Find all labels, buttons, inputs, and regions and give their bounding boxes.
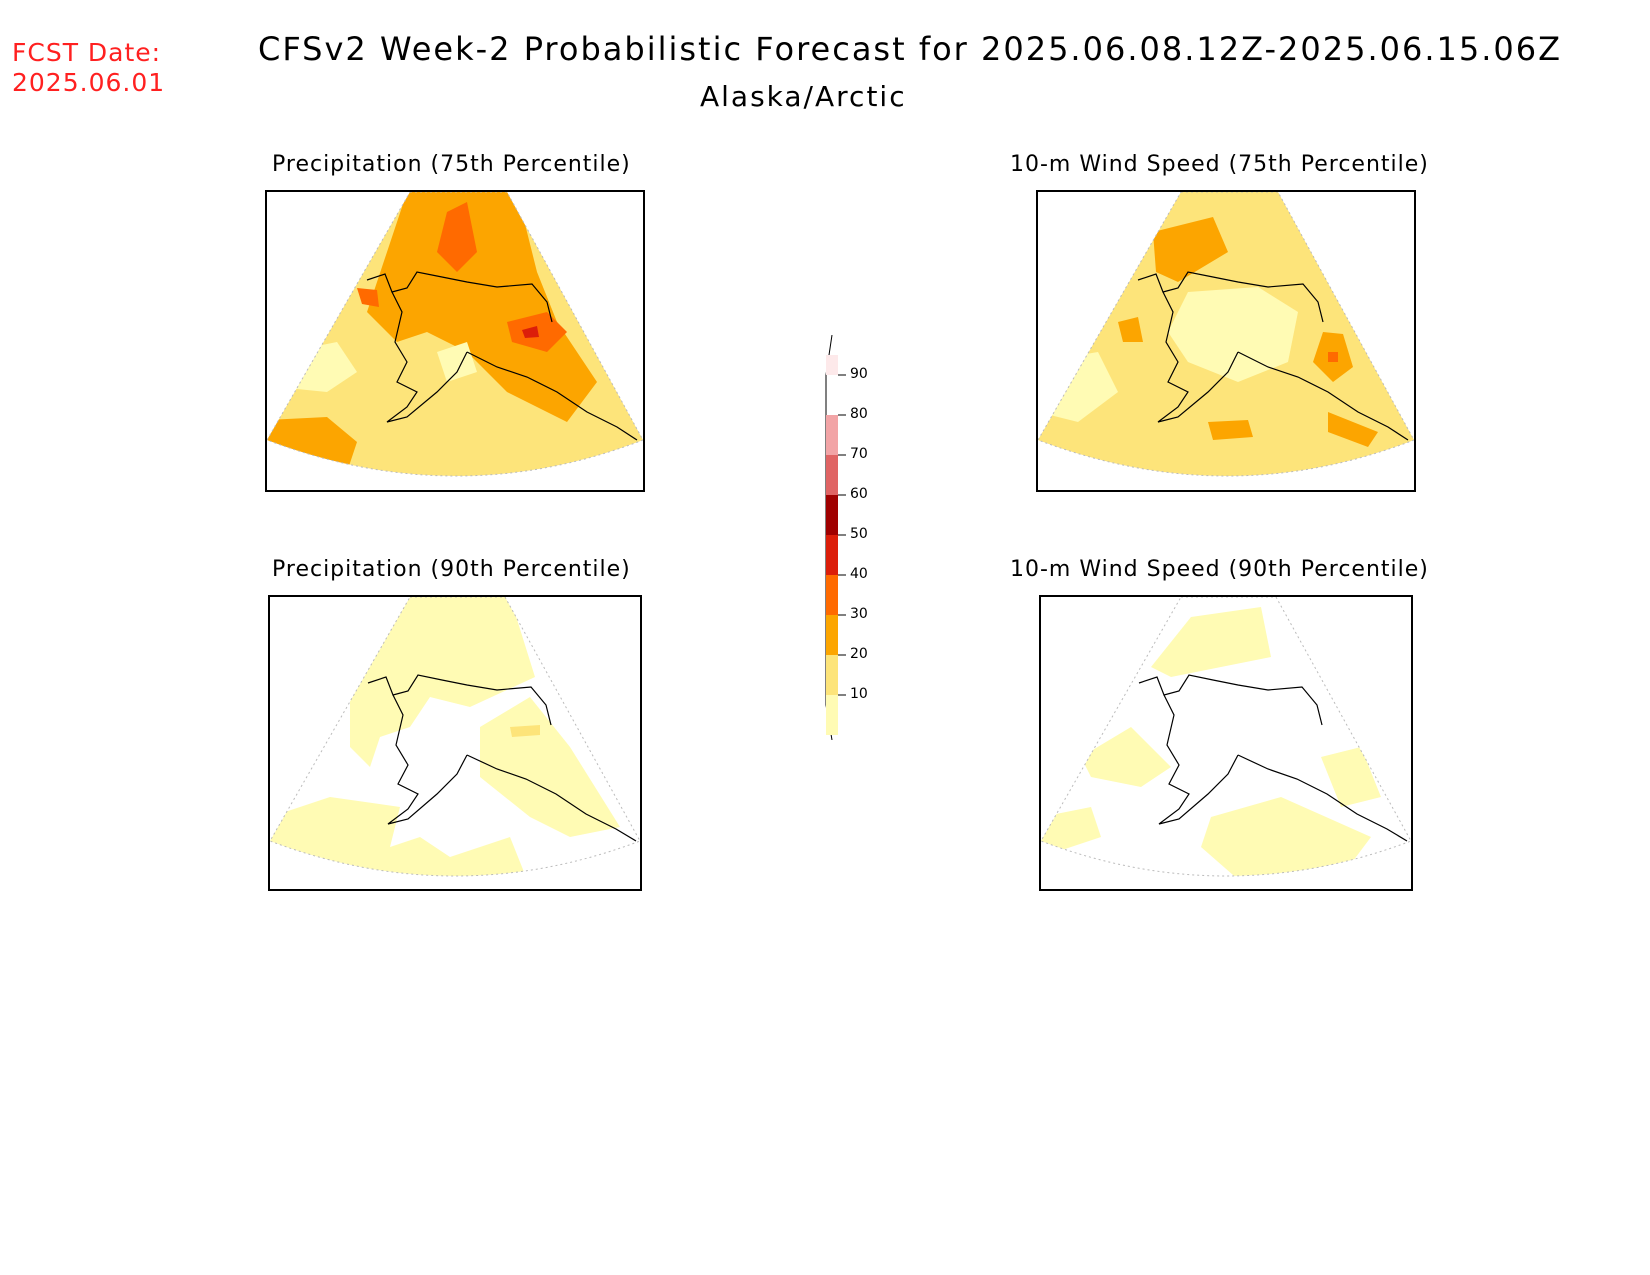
colorbar-swatch [826, 615, 838, 655]
panel-title-precip-90: Precipitation (90th Percentile) [272, 557, 631, 582]
colorbar-label: 20 [850, 646, 868, 662]
title-wrap: CFSv2 Week-2 Probabilistic Forecast for … [0, 30, 1650, 68]
colorbar-label: 60 [850, 486, 868, 502]
panel-title-wind-75: 10-m Wind Speed (75th Percentile) [1010, 152, 1429, 177]
colorbar-label: 30 [850, 606, 868, 622]
page-title: CFSv2 Week-2 Probabilistic Forecast for … [257, 30, 1563, 68]
colorbar-swatch [826, 575, 838, 615]
colorbar-swatch [826, 655, 838, 695]
map-precip-75 [265, 190, 645, 492]
forecast-date-value: 2025.06.01 [12, 68, 166, 97]
panel-title-precip-75: Precipitation (75th Percentile) [272, 152, 631, 177]
colorbar-swatch [826, 495, 838, 535]
colorbar: 90 80 70 60 50 40 30 20 10 [820, 334, 868, 744]
page-subtitle: Alaska/Arctic [700, 80, 907, 113]
colorbar-swatch [826, 355, 838, 375]
colorbar-label: 70 [850, 446, 868, 462]
colorbar-scale [825, 334, 846, 741]
forecast-date-label: FCST Date: [12, 38, 162, 67]
colorbar-swatch [826, 535, 838, 575]
colorbar-label: 90 [850, 366, 868, 382]
colorbar-label: 10 [850, 686, 868, 702]
map-wind-75 [1036, 190, 1416, 492]
colorbar-swatch [826, 415, 838, 455]
map-precip-90 [268, 595, 642, 891]
map-wind-90 [1039, 595, 1413, 891]
colorbar-label: 80 [850, 406, 868, 422]
panel-title-wind-90: 10-m Wind Speed (90th Percentile) [1010, 557, 1429, 582]
forecast-date-block: FCST Date: 2025.06.01 [12, 38, 165, 98]
colorbar-swatch [826, 695, 838, 735]
colorbar-swatch [826, 455, 838, 495]
colorbar-label: 40 [850, 566, 868, 582]
colorbar-label: 50 [850, 526, 868, 542]
